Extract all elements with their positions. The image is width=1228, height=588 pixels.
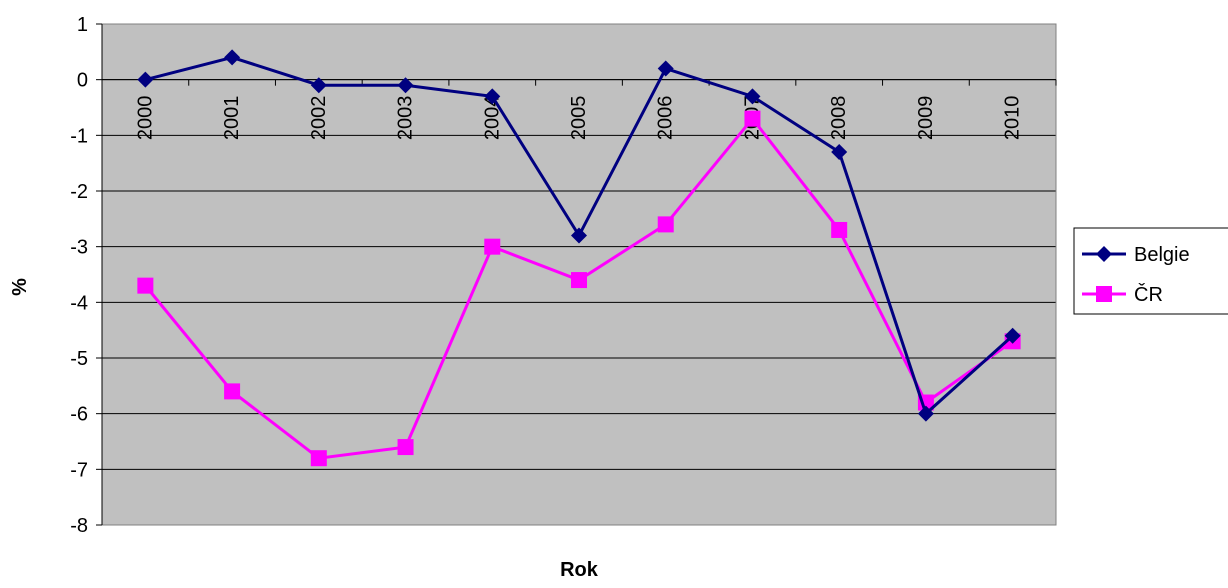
data-point-marker (224, 383, 241, 400)
x-tick-label: 2003 (395, 96, 417, 140)
data-point-marker (744, 110, 761, 127)
x-tick-label: 2005 (568, 96, 590, 140)
y-tick-label: -2 (70, 181, 88, 203)
data-point-marker (224, 49, 241, 66)
y-tick-label: -8 (70, 515, 88, 537)
y-tick-label: -4 (70, 292, 88, 314)
data-point-marker (397, 439, 414, 456)
data-point-marker (484, 88, 501, 105)
data-point-marker (744, 88, 761, 105)
data-point-marker (310, 77, 327, 94)
series-lines (137, 49, 1021, 467)
y-tick-label: -5 (70, 348, 88, 370)
x-axis: 2000200120022003200420052006200720082009… (101, 79, 1057, 140)
data-point-marker (1004, 327, 1021, 344)
data-point-marker (137, 277, 154, 294)
y-tick-label: -7 (70, 459, 88, 481)
y-tick-label: 0 (77, 70, 88, 92)
data-point-marker (831, 144, 848, 161)
data-point-marker (657, 216, 674, 233)
x-tick-label: 2010 (1002, 96, 1024, 140)
y-tick-label: -6 (70, 404, 88, 426)
x-axis-title: Rok (560, 559, 599, 581)
data-point-marker (917, 405, 934, 422)
y-axis: 1 0 -1 -2 -3 -4 -5 -6 -7 -8 (70, 14, 103, 537)
legend-swatch-marker (1096, 246, 1112, 262)
x-tick-label: 2009 (915, 96, 937, 140)
y-tick-label: -1 (70, 125, 88, 147)
data-point-marker (484, 238, 501, 255)
data-point-marker (657, 60, 674, 77)
x-tick-label: 2006 (655, 96, 677, 140)
legend-label: Belgie (1134, 244, 1190, 266)
legend-label: ČR (1134, 283, 1163, 306)
data-point-marker (571, 272, 587, 289)
legend-swatch-marker (1096, 286, 1112, 302)
x-tick-label: 2001 (221, 96, 243, 140)
data-point-marker (397, 77, 414, 94)
y-tick-label: -3 (70, 237, 88, 259)
x-tick-label: 2002 (308, 96, 330, 140)
data-point-marker (137, 71, 154, 88)
x-tick-label: 2008 (828, 96, 850, 140)
data-point-marker (571, 227, 587, 244)
data-point-marker (310, 450, 327, 467)
x-tick-label: 2000 (134, 96, 156, 140)
y-axis-title: % (9, 278, 31, 296)
y-tick-label: 1 (77, 14, 88, 36)
legend: Belgie ČR (1073, 227, 1228, 315)
data-point-marker (831, 221, 848, 238)
